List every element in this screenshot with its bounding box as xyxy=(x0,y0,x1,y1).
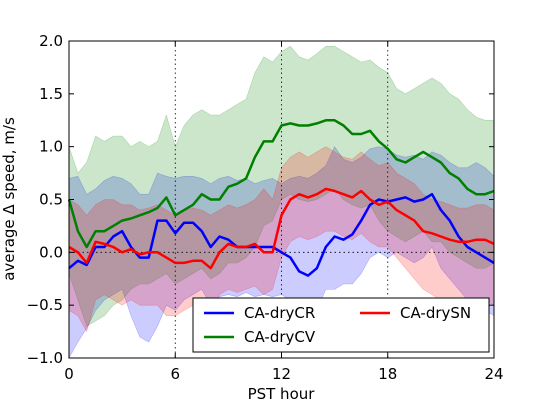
y-tick-label: 1.0 xyxy=(39,138,63,156)
y-tick-label: 1.5 xyxy=(39,85,63,103)
x-tick-label: 0 xyxy=(64,365,74,383)
y-tick-label: −0.5 xyxy=(27,296,63,314)
axis-ticks xyxy=(68,40,495,359)
line-ca-drycv xyxy=(67,119,495,249)
series-lines xyxy=(67,119,495,277)
legend-label-ca-drysn: CA-drySN xyxy=(400,304,471,322)
legend-box xyxy=(192,297,490,353)
x-tick-label: 18 xyxy=(378,365,397,383)
line-ca-drysn xyxy=(68,187,495,270)
y-tick-label: 0.5 xyxy=(39,191,63,209)
x-tick-label: 6 xyxy=(170,365,180,383)
legend: CA-dryCR CA-dryCV CA-drySN xyxy=(192,297,490,353)
x-tick-label: 24 xyxy=(484,365,503,383)
line-ca-drycr xyxy=(68,192,495,277)
legend-label-ca-drycr: CA-dryCR xyxy=(244,304,315,322)
x-axis-label: PST hour xyxy=(248,385,316,400)
y-axis-label: average Δ speed, m/s xyxy=(0,117,18,281)
y-tick-label: 0.0 xyxy=(39,243,63,261)
legend-label-ca-drycv: CA-dryCV xyxy=(244,328,316,346)
x-tick-labels: 0 6 12 18 24 xyxy=(64,365,503,383)
y-tick-label: −1.0 xyxy=(27,349,63,367)
x-tick-label: 12 xyxy=(272,365,291,383)
y-tick-label: 2.0 xyxy=(39,32,63,50)
y-tick-labels: −1.0 −0.5 0.0 0.5 1.0 1.5 2.0 xyxy=(27,32,63,367)
